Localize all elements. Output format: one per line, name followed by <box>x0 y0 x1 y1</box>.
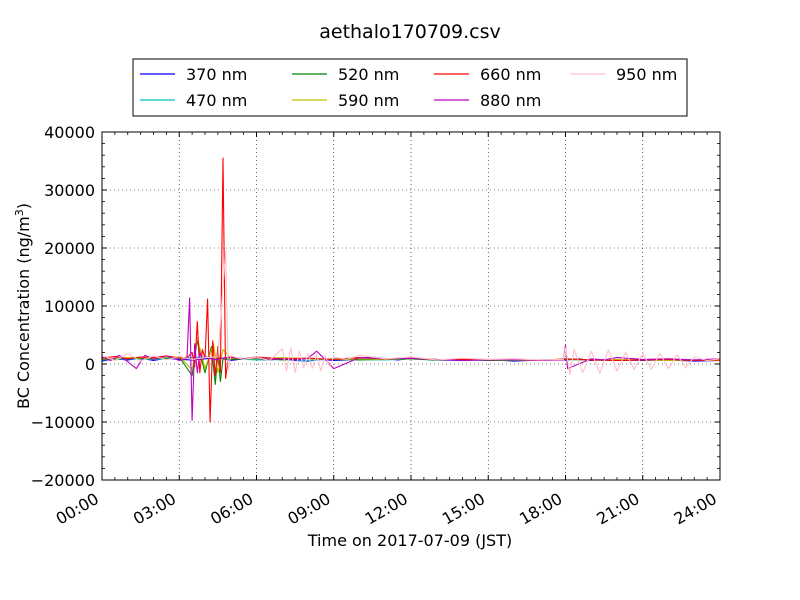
legend-label: 370 nm <box>186 65 247 84</box>
legend <box>132 58 688 117</box>
chart-title: aethalo170709.csv <box>319 21 501 43</box>
x-axis-label: Time on 2017-07-09 (JST) <box>307 531 512 550</box>
legend-label: 520 nm <box>338 65 399 84</box>
tick-layer <box>101 131 721 481</box>
legend-entries: 370 nm 470 nm 520 nm 590 nm 660 nm 880 nm 950 … <box>140 65 677 110</box>
series-layer <box>101 157 721 423</box>
y-tick-label: 0 <box>85 355 95 374</box>
series-line-950-nm <box>101 250 721 375</box>
y-tick-label: 20000 <box>44 239 95 258</box>
y-axis-label-group: BC Concentration (ng/m3) <box>13 203 33 409</box>
y-tick-label: −20000 <box>31 471 95 490</box>
y-tick-label: 10000 <box>44 297 95 316</box>
y-axis-label-main: BC Concentration (ng/m <box>14 216 33 409</box>
legend-label: 880 nm <box>480 91 541 110</box>
legend-label: 470 nm <box>186 91 247 110</box>
y-tick-label: −10000 <box>31 413 95 432</box>
y-axis-label-superscript: 3 <box>13 209 26 216</box>
legend-label: 590 nm <box>338 91 399 110</box>
y-tick-label: 30000 <box>44 181 95 200</box>
y-axis-label: BC Concentration (ng/m3) <box>13 203 33 409</box>
legend-label: 660 nm <box>480 65 541 84</box>
grid-layer <box>102 132 720 480</box>
y-axis-label-close: ) <box>14 203 33 209</box>
y-tick-label: 40000 <box>44 123 95 142</box>
legend-label: 950 nm <box>616 65 677 84</box>
y-tick-labels: −20000 −10000 0 10000 20000 30000 40000 <box>31 123 95 490</box>
